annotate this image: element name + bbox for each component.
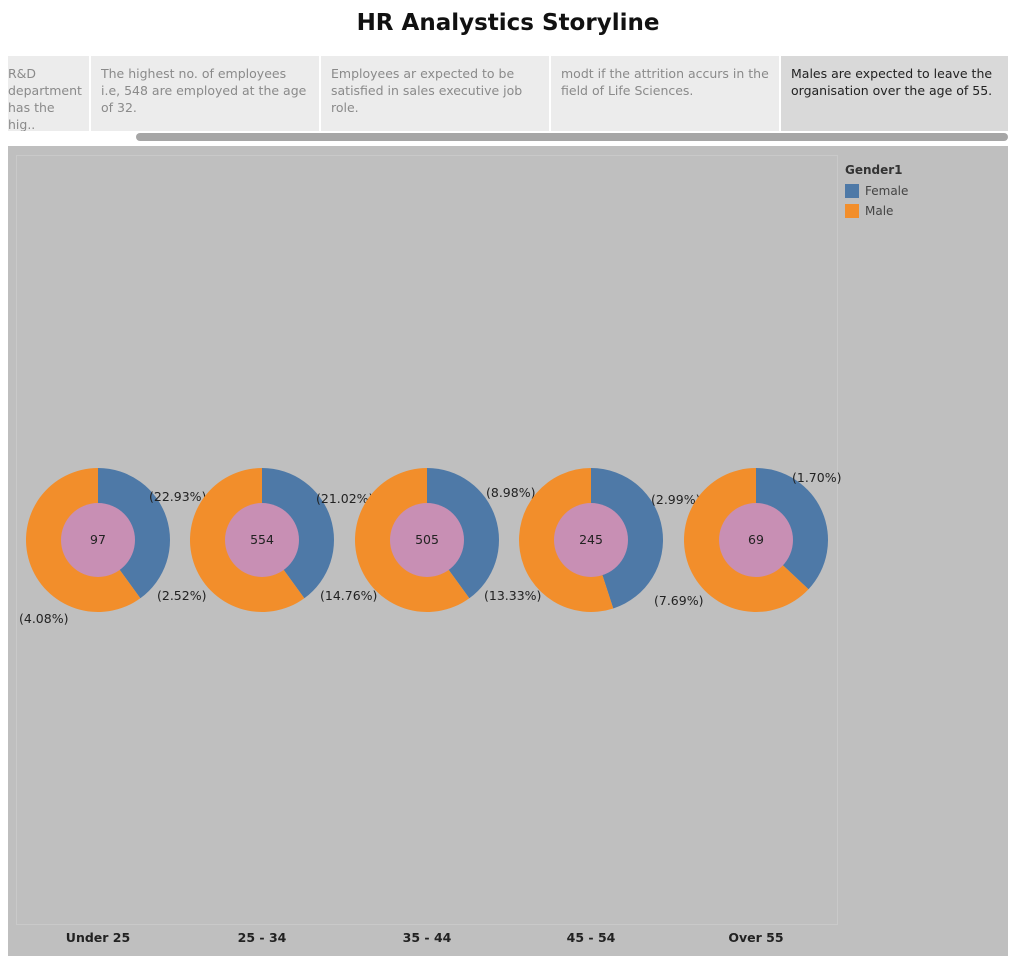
total-label: 505 — [415, 532, 439, 547]
legend: Gender1 Female Male — [845, 163, 908, 221]
story-point-1[interactable]: R&D department has the hig.. — [8, 56, 89, 131]
female-percent-label: (8.98%) — [486, 485, 535, 500]
story-navigator: R&D department has the hig.. The highest… — [8, 56, 1008, 131]
legend-label-male: Male — [865, 204, 894, 218]
story-point-2[interactable]: The highest no. of employees i.e, 548 ar… — [91, 56, 319, 131]
extra-percent-label: (4.08%) — [19, 611, 68, 626]
donut-center — [719, 503, 793, 577]
donut-center — [390, 503, 464, 577]
donut-center — [61, 503, 135, 577]
legend-swatch-female — [845, 184, 859, 198]
dashboard-area — [8, 146, 1008, 956]
legend-title: Gender1 — [845, 163, 903, 177]
total-label: 554 — [250, 532, 274, 547]
category-label: 45 - 54 — [567, 930, 616, 945]
male-percent-label: (7.69%) — [654, 593, 703, 608]
legend-item-female[interactable]: Female — [845, 181, 908, 201]
male-percent-label: (14.76%) — [320, 588, 377, 603]
category-label: 25 - 34 — [238, 930, 287, 945]
female-percent-label: (2.99%) — [651, 492, 700, 507]
female-slice[interactable] — [756, 468, 829, 590]
legend-item-male[interactable]: Male — [845, 201, 908, 221]
plot-area — [16, 155, 838, 925]
story-point-5[interactable]: Males are expected to leave the organisa… — [781, 56, 1008, 131]
legend-swatch-male — [845, 204, 859, 218]
story-point-4[interactable]: modt if the attrition accurs in the fiel… — [551, 56, 779, 131]
total-label: 245 — [579, 532, 603, 547]
page-title: HR Analystics Storyline — [356, 10, 660, 36]
story-point-3[interactable]: Employees ar expected to be satisfied in… — [321, 56, 549, 131]
donut-center — [225, 503, 299, 577]
male-percent-label: (13.33%) — [484, 588, 541, 603]
legend-label-female: Female — [865, 184, 909, 198]
total-label: 97 — [90, 532, 106, 547]
category-label: Under 25 — [66, 930, 130, 945]
donut-center — [554, 503, 628, 577]
female-percent-label: (1.70%) — [792, 470, 841, 485]
female-percent-label: (22.93%) — [149, 489, 206, 504]
male-percent-label: (2.52%) — [157, 588, 206, 603]
category-label: 35 - 44 — [403, 930, 452, 945]
category-label: Over 55 — [728, 930, 783, 945]
female-percent-label: (21.02%) — [316, 491, 373, 506]
total-label: 69 — [748, 532, 764, 547]
story-scrollbar[interactable] — [136, 133, 1008, 141]
